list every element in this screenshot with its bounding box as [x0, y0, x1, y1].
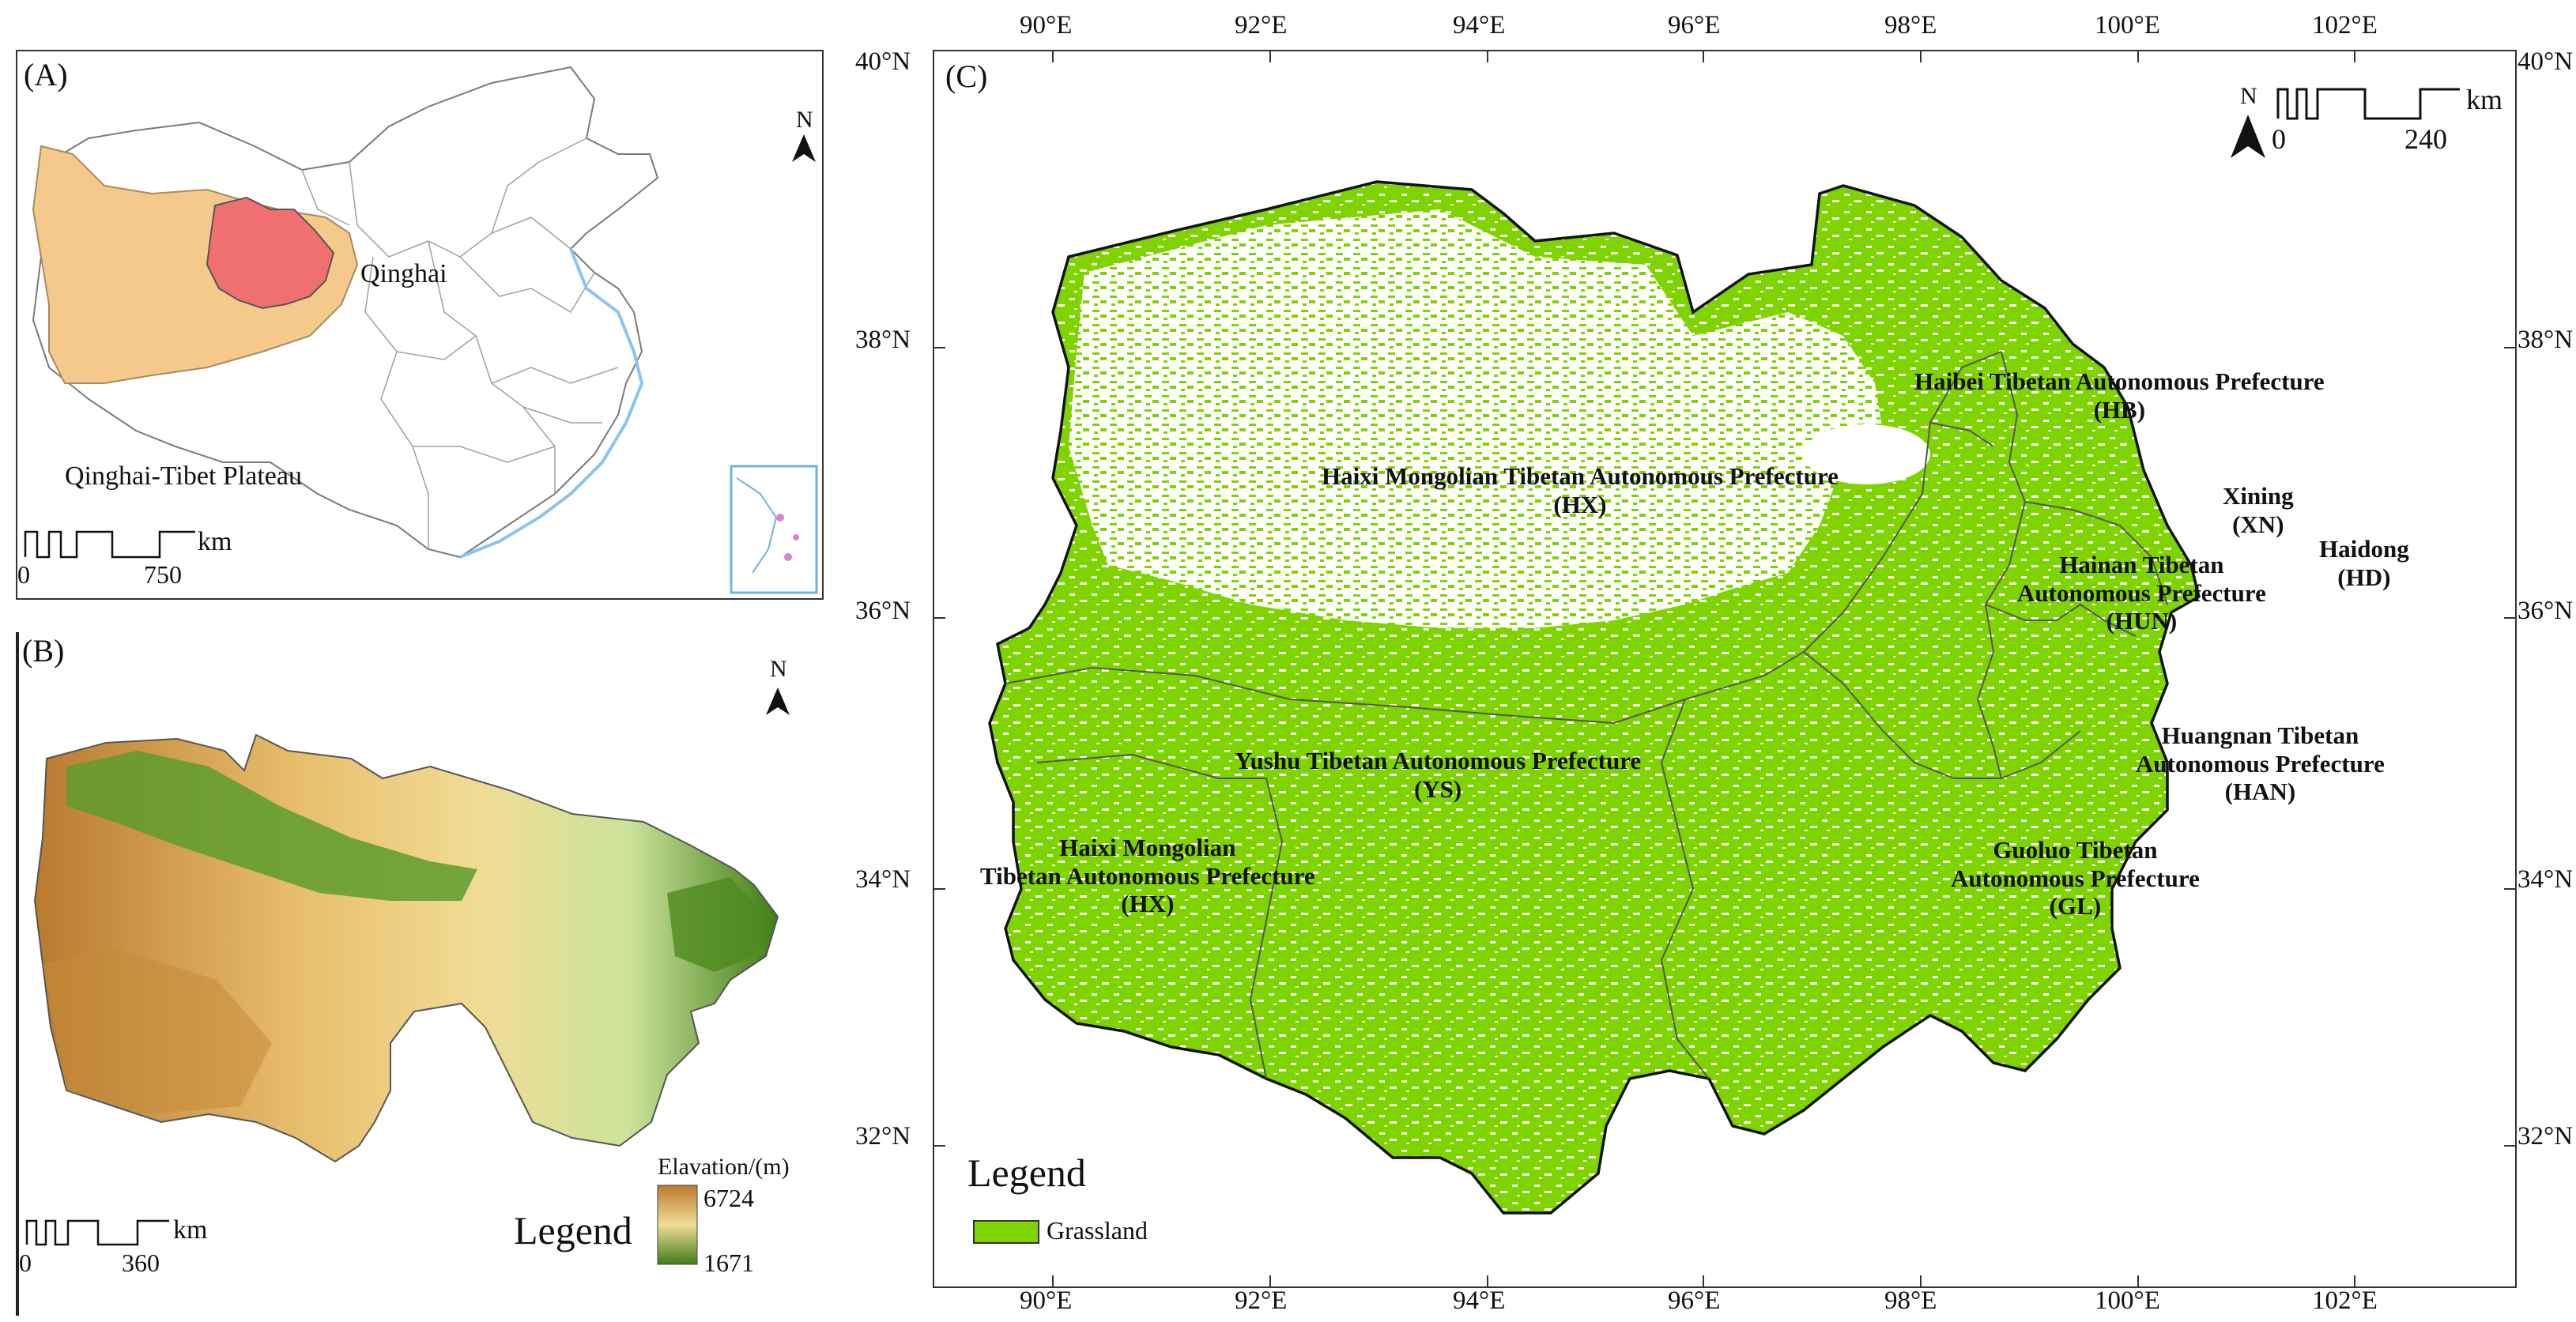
legend-title-b: Legend: [514, 1208, 632, 1252]
legend-grassland-swatch: [973, 1220, 1039, 1244]
lat-tick-left-36: 36°N: [855, 597, 911, 625]
panel-c-letter: (C): [945, 58, 988, 94]
china-outline: [32, 66, 659, 559]
scale-max-c: 240: [2404, 123, 2447, 155]
qaidam-basin: [66, 751, 477, 901]
prefecture-label-hb: Haibei Tibetan Autonomous Prefecture (HB): [1914, 367, 2325, 424]
coastline: [459, 248, 644, 559]
north-label-b: N: [770, 656, 787, 682]
scale-unit-c: km: [2466, 84, 2503, 115]
panel-b-letter: (B): [22, 633, 65, 669]
lat-tick-right-40: 40°N: [2518, 47, 2574, 76]
province-boundaries: [301, 137, 619, 549]
scale-bar-a: [24, 530, 195, 559]
elevation-max: 6724: [703, 1184, 754, 1212]
lon-tick-top-102: 102°E: [2312, 11, 2378, 40]
north-arrow-c: [2231, 115, 2265, 158]
elevation-ramp: [657, 1185, 698, 1265]
scale-max-a: 750: [144, 560, 182, 589]
lat-tick-right-36: 36°N: [2518, 597, 2574, 625]
panel-a-map: (A) Qinghai Qinghai-Tibet Plateau N km 0…: [16, 50, 824, 600]
prefecture-boundaries: [1005, 351, 2168, 1079]
lat-tick-right-32: 32°N: [2518, 1122, 2574, 1151]
scale-bar-c: [2278, 89, 2460, 120]
north-arrow-a: [792, 134, 816, 162]
lon-tick-top-94: 94°E: [1453, 11, 1506, 40]
north-label-a: N: [796, 107, 813, 133]
lon-tick-bottom-94: 94°E: [1453, 1286, 1506, 1315]
lon-tick-bottom-98: 98°E: [1884, 1286, 1937, 1315]
qinghai-province: [206, 196, 335, 310]
prefecture-label-han: Huangnan Tibetan Autonomous Prefecture (HA…: [2136, 721, 2385, 806]
legend-title-c: Legend: [967, 1151, 1086, 1195]
plateau-label: Qinghai-Tibet Plateau: [65, 461, 302, 491]
lon-tick-bottom-102: 102°E: [2312, 1286, 2378, 1315]
north-arrow-b: [766, 687, 790, 715]
prefecture-label-xn: Xining (XN): [2223, 482, 2294, 538]
scale-bar-b: [25, 1219, 169, 1246]
plateau-area: [32, 145, 359, 384]
lat-tick-left-34: 34°N: [855, 865, 911, 894]
lon-tick-top-96: 96°E: [1668, 11, 1721, 40]
frame-ticks: [934, 51, 2515, 1286]
china-map-graphic: [24, 66, 818, 594]
grassland-map-graphic: [934, 51, 2515, 1286]
elevation-ramp-title: Elavation/(m): [658, 1154, 790, 1180]
prefecture-label-hun: Hainan Tibetan Autonomous Prefecture (HUN): [2017, 551, 2266, 635]
qinghai-lake: [1804, 424, 1930, 484]
lon-tick-bottom-92: 92°E: [1235, 1286, 1288, 1315]
lon-tick-bottom-100: 100°E: [2095, 1286, 2160, 1315]
qaidam-basin-bare: [1069, 209, 1883, 628]
elevation-map-graphic: [25, 687, 790, 1265]
scale-max-b: 360: [122, 1249, 160, 1277]
lon-tick-top-92: 92°E: [1235, 11, 1288, 40]
qinghai-label: Qinghai: [360, 259, 447, 288]
lon-tick-bottom-90: 90°E: [1020, 1286, 1073, 1315]
prefecture-label-hx-north: Haixi Mongolian Tibetan Autonomous Prefe…: [1322, 462, 1839, 518]
scale-zero-c: 0: [2272, 123, 2286, 155]
prefecture-label-ys: Yushu Tibetan Autonomous Prefecture (YS): [1235, 747, 1642, 803]
prefecture-label-hx-south: Haixi Mongolian Tibetan Autonomous Prefec…: [980, 834, 1315, 918]
scale-zero-a: 0: [17, 560, 30, 589]
scale-unit-a: km: [198, 527, 232, 556]
north-label-c: N: [2240, 83, 2257, 109]
lat-tick-left-40: 40°N: [855, 47, 911, 76]
panel-c-map: (C) N km 0 240 Legend Grassland Haixi Mo…: [933, 50, 2517, 1288]
legend-grassland-label: Grassland: [1047, 1216, 1148, 1245]
lon-tick-top-98: 98°E: [1884, 11, 1937, 40]
elevation-min: 1671: [703, 1249, 754, 1277]
lon-tick-top-90: 90°E: [1020, 11, 1073, 40]
lat-tick-right-34: 34°N: [2518, 865, 2574, 894]
lat-tick-left-38: 38°N: [855, 326, 911, 354]
prefecture-label-gl: Guoluo Tibetan Autonomous Prefecture (GL): [1951, 836, 2200, 921]
panel-b-map: (B) N km 0 360 Legend Elavation/(m) 6724…: [16, 632, 824, 1316]
lon-tick-bottom-96: 96°E: [1668, 1286, 1721, 1315]
lat-tick-left-32: 32°N: [855, 1122, 911, 1151]
scale-zero-b: 0: [19, 1249, 32, 1277]
panel-a-letter: (A): [24, 57, 68, 92]
scale-unit-b: km: [173, 1215, 208, 1245]
prefecture-label-hd: Haidong (HD): [2319, 535, 2409, 591]
lon-tick-top-100: 100°E: [2095, 11, 2160, 40]
lat-tick-right-38: 38°N: [2518, 326, 2574, 354]
